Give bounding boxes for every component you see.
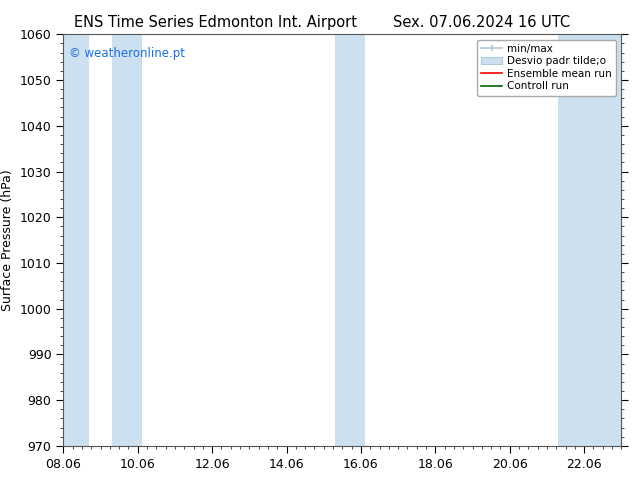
Y-axis label: Surface Pressure (hPa): Surface Pressure (hPa) bbox=[1, 169, 14, 311]
Legend: min/max, Desvio padr tilde;o, Ensemble mean run, Controll run: min/max, Desvio padr tilde;o, Ensemble m… bbox=[477, 40, 616, 96]
Text: © weatheronline.pt: © weatheronline.pt bbox=[69, 47, 185, 60]
Bar bbox=[112, 34, 141, 446]
Bar bbox=[558, 34, 625, 446]
Bar bbox=[60, 34, 89, 446]
Bar bbox=[335, 34, 365, 446]
Text: Sex. 07.06.2024 16 UTC: Sex. 07.06.2024 16 UTC bbox=[393, 15, 571, 30]
Text: ENS Time Series Edmonton Int. Airport: ENS Time Series Edmonton Int. Airport bbox=[74, 15, 357, 30]
